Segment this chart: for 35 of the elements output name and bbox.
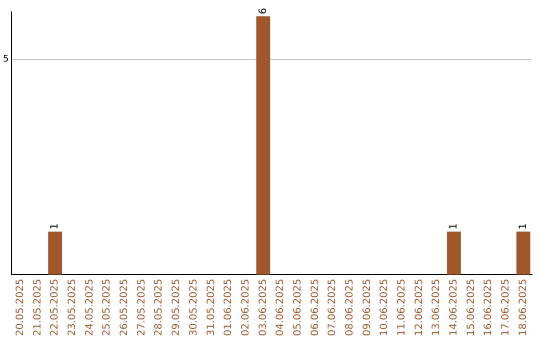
x-tick-label: 26.05.2025 [119,278,130,336]
x-tick-label: 30.05.2025 [188,278,200,336]
x-tick-label: 20.05.2025 [14,278,26,336]
x-tick-label: 14.06.2025 [448,278,460,336]
data-label: 6 [258,8,269,14]
x-tick-label: 29.05.2025 [171,278,182,336]
x-tick-label: 01.06.2025 [223,278,234,336]
x-tick-label: 02.06.2025 [240,278,252,336]
data-label: 1 [518,223,529,230]
x-tick-label: 15.06.2025 [466,278,477,336]
x-tick-label: 05.06.2025 [292,278,304,336]
x-tick-label: 06.06.2025 [310,278,321,336]
x-tick-label: 11.06.2025 [396,278,408,336]
data-label: 1 [50,223,61,230]
y-tick-label: 5 [2,54,9,65]
x-tick-label: 13.06.2025 [431,278,442,336]
x-tick-label: 27.05.2025 [136,278,148,336]
x-tick-label: 18.06.2025 [518,278,529,336]
x-tick-label: 28.05.2025 [154,278,165,336]
x-tick-label: 23.05.2025 [67,278,78,336]
data-label: 1 [448,223,460,230]
x-tick-label: 22.05.2025 [50,278,61,336]
x-tick-label: 09.06.2025 [362,278,373,336]
x-tick-label: 08.06.2025 [344,278,356,336]
x-tick-label: 31.05.2025 [206,278,217,336]
x-tick-label: 17.06.2025 [500,278,512,336]
x-tick-label: 03.06.2025 [258,278,269,336]
x-tick-label: 07.06.2025 [327,278,338,336]
x-tick-label: 24.05.2025 [84,278,96,336]
x-tick-label: 10.06.2025 [379,278,390,336]
x-tick-label: 21.05.2025 [32,278,44,336]
x-tick-label: 04.06.2025 [275,278,286,336]
x-tick-label: 25.05.2025 [102,278,113,336]
x-tick-label: 12.06.2025 [414,278,425,336]
x-tick-label: 16.06.2025 [483,278,494,336]
